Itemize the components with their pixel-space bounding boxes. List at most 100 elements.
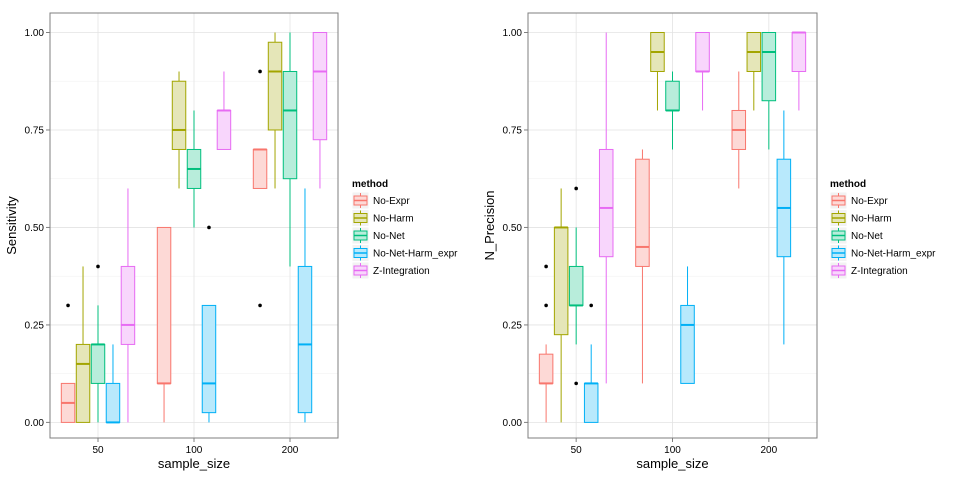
legend: method No-Expr No-Harm No-Net No-Net-Harm_ex… [829,179,936,280]
x-tick-label: 50 [92,445,104,456]
y-tick-label: 0.25 [25,320,45,331]
box-100 [680,266,695,384]
series-no-harm [75,32,283,423]
box-50 [120,188,136,423]
series-no-net-harm-expr [105,188,313,424]
box-50 [598,32,614,384]
box-100 [171,71,187,189]
legend-label: No-Expr [851,196,888,207]
series-no-net [90,32,298,423]
box-body [90,343,106,384]
series-z-integration [120,31,328,423]
x-tick-label: 100 [186,445,203,456]
legend-label: No-Harm [851,214,892,225]
box-body [553,226,569,336]
legend-item: No-Net-Harm_expr [829,244,936,262]
x-tick-label: 100 [664,445,681,456]
outlier-point [574,381,578,386]
legend-item: No-Net-Harm_expr [351,244,458,262]
y-axis-title: Sensitivity [4,196,19,255]
box-body [75,343,91,423]
panel-1: 0.00 0.25 0.50 0.75 1.00 50 100 200 sample_size S… [4,12,458,471]
box-body [201,304,217,414]
legend-label: Z-Integration [851,266,908,277]
box-100 [216,71,232,150]
legend-label: No-Net [851,231,883,242]
outlier-point [574,186,578,191]
outlier-point [207,225,211,230]
y-axis-title: N_Precision [482,190,497,260]
legend-label: No-Net-Harm_expr [851,249,936,260]
legend-label: No-Expr [373,196,410,207]
box-200 [761,31,777,150]
series-no-net-harm-expr [583,110,792,423]
y-tick-label: 0.50 [503,223,523,234]
box-100 [156,226,172,423]
y-tick-label: 0.00 [25,418,45,429]
outlier-point [96,264,100,269]
box-100 [665,71,680,150]
box-50 [538,264,554,423]
x-tick-label: 200 [282,445,299,456]
series-no-expr [60,69,268,423]
box-200 [746,31,762,111]
box-200 [312,31,328,189]
legend-title: method [352,179,388,190]
box-body [695,31,710,72]
box-body [282,70,298,180]
series-no-net [568,31,777,386]
box-200 [252,69,268,308]
box-200 [791,31,807,111]
y-tick-label: 0.00 [503,418,523,429]
series-z-integration [598,31,807,384]
box-body [297,265,313,414]
legend-item: No-Harm [829,209,892,227]
box-100 [650,31,665,111]
box-body [761,31,777,102]
box-200 [282,32,298,267]
box-200 [731,71,747,189]
x-axis-title: sample_size [636,456,708,471]
outlier-point [66,303,70,308]
box-body [635,158,650,267]
box-100 [635,149,650,384]
box-body [267,41,283,131]
box-100 [186,110,202,228]
y-tick-label: 0.50 [25,223,45,234]
box-200 [776,110,792,345]
box-body [791,31,807,72]
box-body [598,148,614,258]
box-200 [297,188,313,423]
box-body [583,382,599,423]
legend-label: No-Net [373,231,405,242]
legend-item: No-Expr [351,191,410,210]
x-axis-title: sample_size [158,456,230,471]
legend-item: Z-Integration [829,261,908,280]
y-tick-label: 0.75 [25,125,45,136]
legend-item: Z-Integration [351,261,430,280]
box-50 [60,303,76,423]
legend-label: No-Net-Harm_expr [373,249,458,260]
outlier-point [589,303,593,308]
legend-item: No-Net [351,226,405,245]
legend-item: No-Expr [829,191,888,210]
box-body [665,80,680,111]
box-body [312,31,328,141]
box-body [156,226,172,384]
x-tick-label: 50 [571,445,583,456]
y-tick-label: 1.00 [503,28,523,39]
box-100 [201,225,217,423]
x-tick-label: 200 [760,445,777,456]
y-tick-label: 0.75 [503,125,523,136]
box-50 [553,188,569,423]
box-50 [105,344,121,424]
box-body [171,80,187,150]
legend-label: Z-Integration [373,266,430,277]
y-tick-label: 0.25 [503,320,523,331]
legend-item: No-Harm [351,209,414,227]
legend: method No-Expr No-Harm No-Net No-Net-Harm_ex… [351,179,458,280]
y-tick-label: 1.00 [25,28,45,39]
box-body [216,109,232,150]
